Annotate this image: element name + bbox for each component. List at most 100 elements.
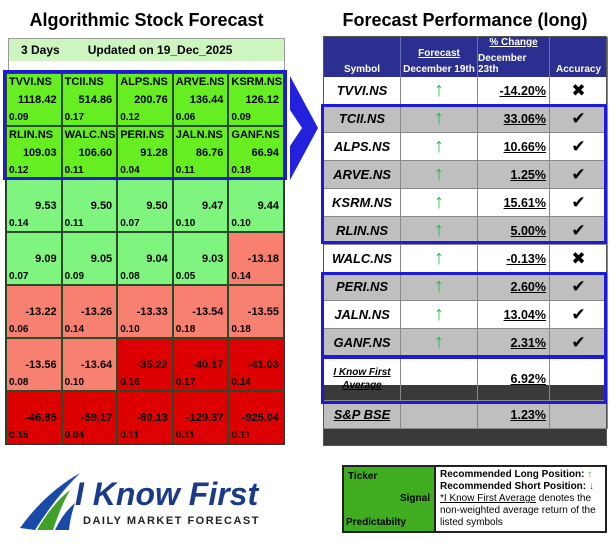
right-title: Forecast Performance (long) [342, 10, 588, 30]
forecast-heatmap: TVVI.NS 1118.42 0.09 TCII.NS 514.86 0.17 ALPS.… [5, 72, 285, 445]
row-symbol: ALPS.NS [324, 133, 401, 161]
logo-brand: I Know First [75, 476, 259, 512]
legend-short: Recommended Short Position: [440, 481, 587, 492]
cross-icon: ✖ [550, 245, 608, 273]
forecast-header: 3 Days Updated on 19_Dec_2025 [8, 38, 285, 70]
header-accuracy: Accuracy [555, 64, 602, 75]
row-symbol: JALN.NS [324, 301, 401, 329]
logo-tagline: Daily Market Forecast [83, 515, 260, 527]
header-symbol: Symbol [343, 64, 381, 75]
cell-predictability: 0.14 [231, 377, 251, 388]
up-arrow-icon: ↑ [401, 217, 478, 245]
cell-signal: 126.12 [245, 94, 279, 106]
forecast-cell: -13.22 0.06 [6, 285, 62, 338]
check-icon: ✔ [550, 161, 608, 189]
cell-signal: -13.55 [247, 306, 279, 318]
forecast-cell: 9.47 0.10 [172, 179, 229, 232]
check-icon: ✔ [550, 189, 608, 217]
benchmark-change: 1.23% [478, 401, 550, 429]
cell-signal: 86.76 [195, 147, 224, 159]
cell-ticker: GANF.NS [231, 129, 280, 141]
header-forecast-date: December 19th [403, 64, 475, 75]
cell-signal: 109.03 [22, 147, 57, 159]
benchmark-symbol: S&P BSE [324, 401, 401, 429]
row-symbol: TVVI.NS [324, 77, 401, 105]
cell-signal: -13.22 [25, 306, 57, 318]
up-arrow-icon: ↑ [401, 161, 478, 189]
forecast-cell: TCII.NS 514.86 0.17 [61, 73, 118, 126]
cell-ticker: TVVI.NS [9, 76, 52, 88]
check-icon: ✔ [550, 301, 608, 329]
cell-ticker: TCII.NS [64, 76, 104, 88]
cell-predictability: 0.11 [175, 165, 195, 176]
cell-predictability: 0.09 [231, 112, 251, 123]
row-change: 1.25% [478, 161, 550, 189]
performance-row: ARVE.NS ↑ 1.25% ✔ [324, 161, 608, 189]
row-symbol: GANF.NS [324, 329, 401, 357]
check-icon: ✔ [550, 133, 608, 161]
up-arrow-icon: ↑ [587, 469, 593, 480]
check-icon: ✔ [550, 217, 608, 245]
cell-ticker: WALC.NS [64, 129, 116, 141]
cell-signal: -13.18 [247, 253, 279, 265]
forecast-cell: -13.55 0.18 [228, 285, 284, 338]
cell-predictability: 0.07 [9, 271, 29, 282]
row-symbol: TCII.NS [324, 105, 401, 133]
cell-predictability: 0.18 [175, 324, 196, 335]
cell-signal: -129.37 [186, 412, 224, 424]
cell-predictability: 0.15 [9, 430, 29, 441]
cell-signal: -41.03 [247, 359, 279, 371]
legend-predictability: Predictabilty [346, 517, 407, 528]
average-row: I Know First Average 6.92% [324, 357, 608, 401]
forecast-cell: -13.64 0.10 [61, 338, 118, 391]
cell-signal: 9.44 [257, 200, 279, 212]
updated-label: Updated on 19_Dec_2025 [87, 43, 233, 57]
cell-ticker: PERI.NS [120, 129, 165, 141]
forecast-cell: -13.56 0.08 [6, 338, 62, 391]
forecast-cell: -35.22 0.16 [117, 338, 173, 391]
cell-predictability: 0.14 [64, 324, 85, 335]
row-symbol: PERI.NS [324, 273, 401, 301]
average-change: 6.92% [478, 357, 550, 401]
forecast-cell: -129.37 0.11 [172, 391, 229, 444]
horizon-label: 3 Days [21, 43, 60, 57]
up-arrow-icon: ↑ [401, 245, 478, 273]
forecast-cell: -41.03 0.14 [228, 338, 284, 391]
forecast-cell: 9.04 0.08 [117, 232, 173, 285]
forecast-cell: KSRM.NS 126.12 0.09 [228, 73, 284, 126]
left-title: Algorithmic Stock Forecast [29, 10, 264, 30]
up-arrow-icon: ↑ [401, 273, 478, 301]
down-arrow-icon: ↓ [588, 481, 594, 492]
forecast-cell: 9.09 0.07 [6, 232, 62, 285]
average-label: I Know First [333, 366, 391, 378]
cell-signal: -13.56 [25, 359, 57, 371]
cell-predictability: 0.16 [120, 377, 140, 388]
cell-predictability: 0.10 [175, 218, 196, 229]
cell-ticker: ARVE.NS [175, 76, 225, 88]
cell-predictability: 0.10 [64, 377, 85, 388]
cell-predictability: 0.14 [231, 271, 251, 282]
forecast-cell: 9.03 0.05 [172, 232, 229, 285]
performance-row: ALPS.NS ↑ 10.66% ✔ [324, 133, 608, 161]
cell-signal: -13.54 [192, 306, 224, 318]
legend: Ticker Signal Predictabilty Recommended … [342, 465, 607, 533]
forecast-cell: -925.04 0.11 [228, 391, 284, 444]
cell-predictability: 0.17 [64, 112, 85, 123]
cell-signal: 9.04 [146, 253, 168, 265]
performance-row: KSRM.NS ↑ 15.61% ✔ [324, 189, 608, 217]
cell-signal: 9.50 [90, 200, 113, 212]
row-change: -14.20% [478, 77, 550, 105]
cell-signal: -35.22 [136, 359, 168, 371]
cell-signal: 9.53 [35, 200, 57, 212]
chevron-right-icon [290, 76, 318, 180]
forecast-cell: -13.18 0.14 [228, 232, 284, 285]
row-change: 10.66% [478, 133, 550, 161]
cell-ticker: KSRM.NS [231, 76, 283, 88]
cell-predictability: 0.18 [231, 324, 251, 335]
row-symbol: WALC.NS [324, 245, 401, 273]
cell-signal: 200.76 [134, 94, 168, 106]
forecast-cell: GANF.NS 66.94 0.18 [228, 126, 284, 179]
performance-row: GANF.NS ↑ 2.31% ✔ [324, 329, 608, 357]
forecast-cell: ALPS.NS 200.76 0.12 [117, 73, 173, 126]
cell-predictability: 0.11 [175, 430, 195, 441]
